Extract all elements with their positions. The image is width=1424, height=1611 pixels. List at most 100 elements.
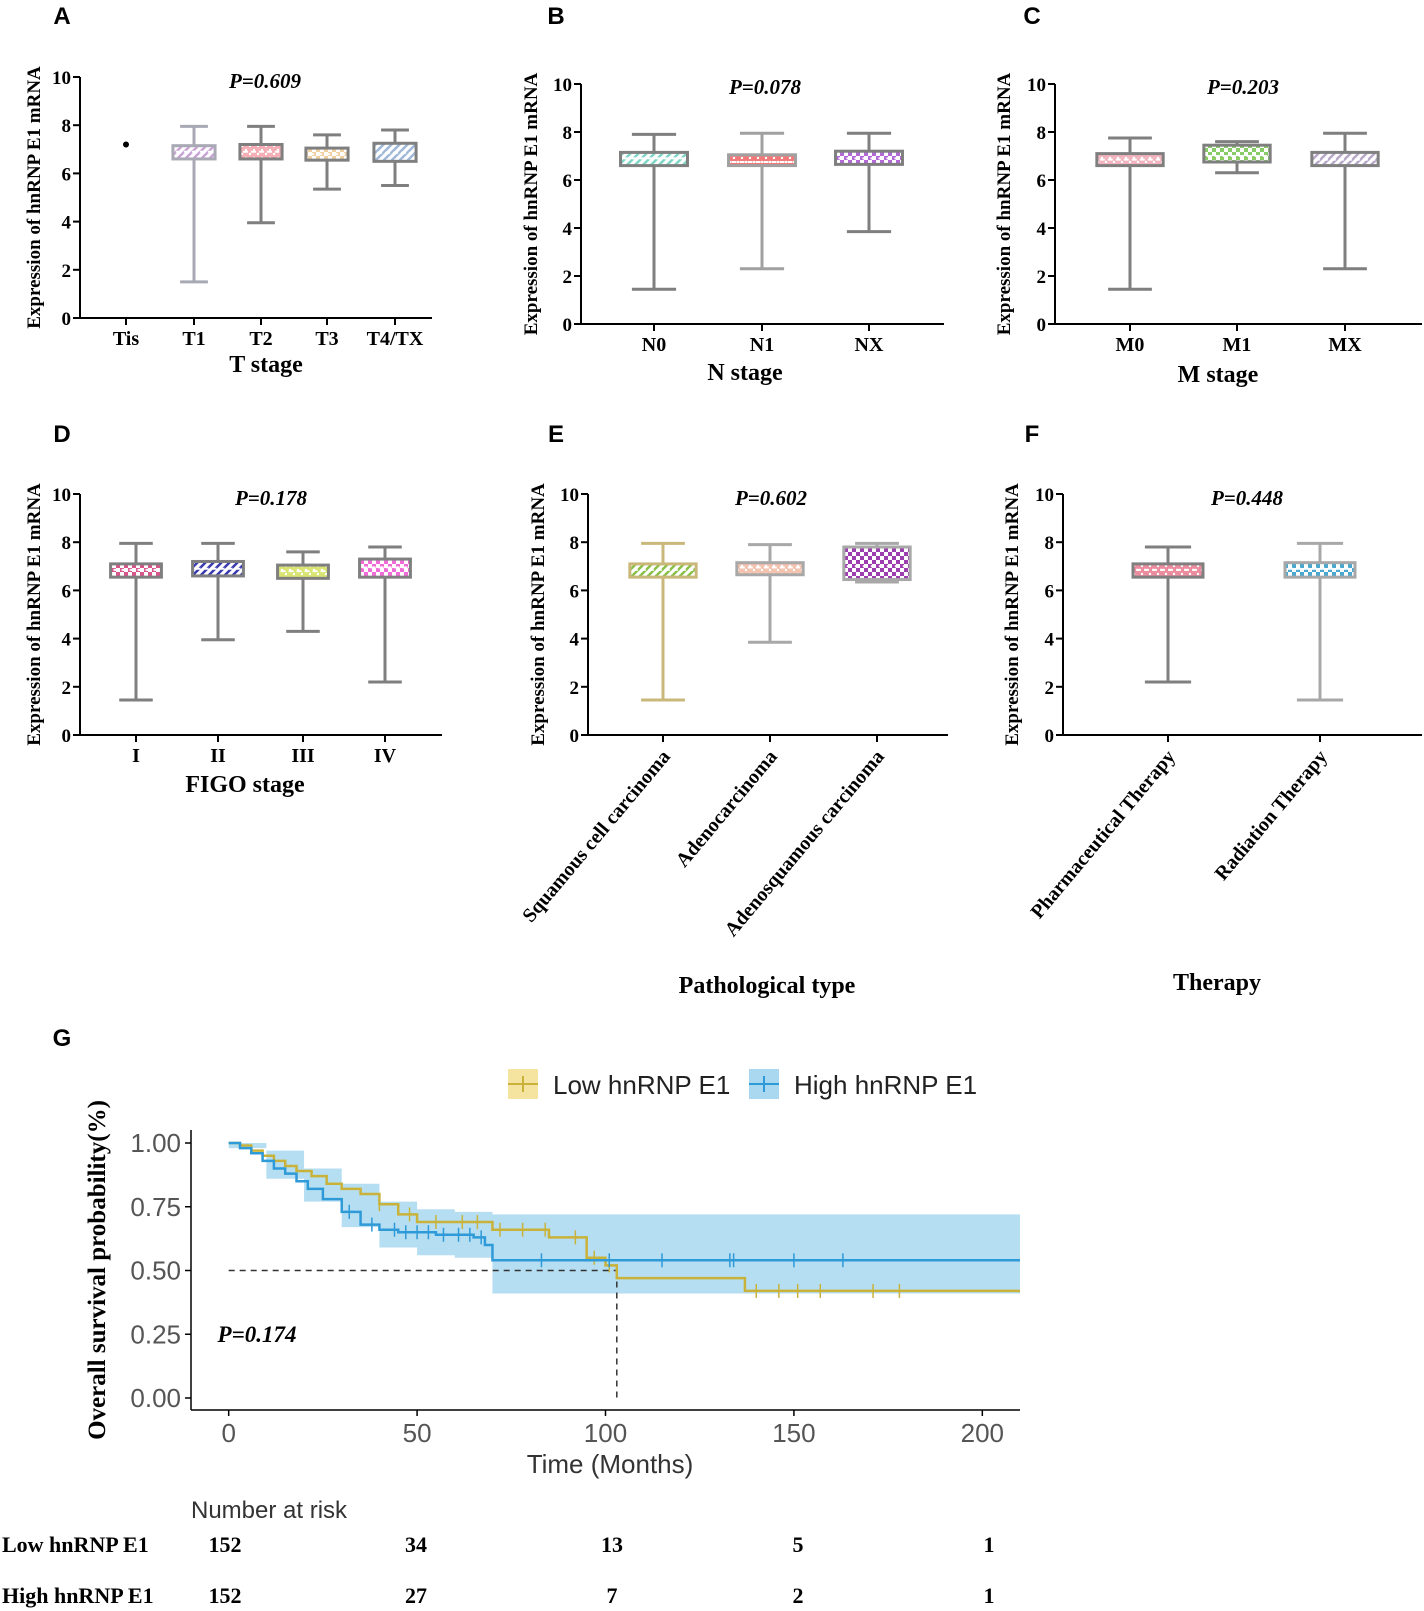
box-iqr [191,559,245,578]
y-tick-label: 2 [62,678,72,699]
p-value: P=0.078 [728,75,802,99]
legend: Low hnRNP E1 High hnRNP E1 [508,1069,977,1100]
panel-letter: G [53,1025,72,1052]
y-axis-label: Expression of hnRNP E1 mRNA [24,66,45,329]
box-iqr [1283,561,1357,579]
x-tick-label: III [291,745,315,767]
panel-letter: E [548,421,564,448]
y-tick-label: 6 [563,171,573,192]
x-tick-label: NX [855,334,884,356]
risk-count: 1 [984,1532,995,1557]
y-tick-label: 2 [1045,678,1055,699]
km-y-tick-label: 0.00 [130,1383,181,1413]
panel-b: B P=0.078 0 2 4 6 8 10 Expression of hnRNP E1 mR… [521,3,944,386]
panel-letter: A [53,3,70,30]
box-iqr [628,562,698,579]
panel-e: E P=0.602 0 2 4 6 8 10 Expression of hnRNP E1 mR… [518,421,948,999]
risk-count: 1 [984,1583,995,1608]
y-tick-label: 4 [1045,630,1055,651]
km-x-tick-label: 50 [403,1418,432,1448]
x-tick-label: N1 [750,334,774,356]
y-axis-label: Expression of hnRNP E1 mRNA [994,72,1015,335]
km-y-axis-label: Overall survival probability(%) [84,1100,111,1440]
y-tick-label: 8 [62,533,72,554]
y-tick-label: 2 [563,267,573,288]
y-axis-label: Expression of hnRNP E1 mRNA [1002,483,1023,746]
y-tick-label: 6 [570,581,580,602]
x-tick-label: I [132,745,140,767]
y-tick-label: 8 [62,116,72,137]
box-iqr [727,153,797,168]
box-iqr [834,149,904,166]
x-axis-label: FIGO stage [185,772,305,798]
p-value: P=0.178 [234,486,308,510]
x-tick-label: Adenocarcinoma [672,746,782,871]
y-tick-label: 10 [1027,75,1046,96]
x-axis-label: Pathological type [679,973,856,999]
box-iqr [619,150,689,168]
y-tick-label: 6 [1037,171,1047,192]
x-tick-label: MX [1328,334,1362,356]
y-axis-label: Expression of hnRNP E1 mRNA [24,483,45,746]
risk-count: 7 [607,1583,618,1608]
y-tick-label: 10 [553,75,572,96]
km-curve-low [228,1141,1020,1293]
x-tick-label: T1 [182,328,205,350]
y-tick-label: 2 [570,678,580,699]
risk-row-label: Low hnRNP E1 [2,1532,149,1557]
km-x-tick-label: 200 [961,1418,1004,1448]
box-iqr [109,562,163,579]
y-axis-label: Expression of hnRNP E1 mRNA [528,483,549,746]
panel-f: F P=0.448 0 2 4 6 8 10 Expression of hnRNP E1 mR… [1002,421,1422,996]
box-iqr [1310,150,1380,168]
p-value: P=0.609 [228,69,302,93]
box-iqr [358,557,412,579]
p-value: P=0.448 [1210,486,1284,510]
p-value: P=0.602 [734,486,808,510]
risk-count: 152 [209,1583,242,1608]
panel-g: G Low hnRNP E1 High hnRNP E1 0.00 0.25 0.50 0.… [2,1025,1020,1608]
y-tick-label: 0 [570,726,580,747]
panel-letter: D [53,421,70,448]
x-tick-label: IV [374,745,397,767]
x-tick-label: N0 [642,334,666,356]
risk-table: Number at risk Low hnRNP E1 152 34 13 5 1 High … [2,1497,995,1608]
risk-count: 34 [405,1532,427,1557]
x-tick-label: Squamous cell carcinoma [518,746,675,927]
x-tick-label: M0 [1116,334,1145,356]
y-tick-label: 0 [62,726,72,747]
x-tick-label: M1 [1223,334,1252,356]
km-curve-high [228,1141,1020,1262]
km-y-tick-label: 0.75 [130,1192,181,1222]
x-tick-label: Tis [113,328,140,350]
panel-a: A P=0.609 0 2 4 6 8 10 Expression of hnRNP E1 mR… [24,3,432,378]
panel-letter: B [547,3,564,30]
panel-c: C P=0.203 0 2 4 6 8 10 Expression of hnRNP E1 mR… [994,3,1422,388]
panel-d: D P=0.178 0 2 4 6 8 10 Expression of hnRNP E1 mR… [24,421,442,798]
risk-count: 5 [793,1532,804,1557]
km-y-tick-label: 0.25 [130,1319,181,1349]
x-tick-label: Pharmaceutical Therapy [1026,746,1179,923]
x-axis-label: N stage [707,360,783,386]
x-tick-label: T3 [315,328,338,350]
y-tick-label: 8 [563,123,573,144]
box-iqr [1202,143,1272,164]
y-tick-label: 10 [52,68,71,89]
x-tick-label: T4/TX [367,328,424,350]
x-axis-label: M stage [1178,362,1259,388]
y-tick-label: 4 [62,630,72,651]
ci-band-high [228,1143,1020,1294]
legend-label-high: High hnRNP E1 [794,1070,977,1100]
y-tick-label: 0 [1037,315,1047,336]
x-tick-label: T2 [249,328,272,350]
risk-count: 27 [405,1583,427,1608]
box-iqr [1095,152,1165,168]
km-y-tick-label: 0.50 [130,1256,181,1286]
y-tick-label: 6 [62,164,72,185]
legend-label-low: Low hnRNP E1 [553,1070,730,1100]
x-axis-label: T stage [229,352,303,378]
y-tick-label: 6 [62,581,72,602]
km-x-tick-label: 0 [221,1418,235,1448]
y-tick-label: 0 [1045,726,1055,747]
